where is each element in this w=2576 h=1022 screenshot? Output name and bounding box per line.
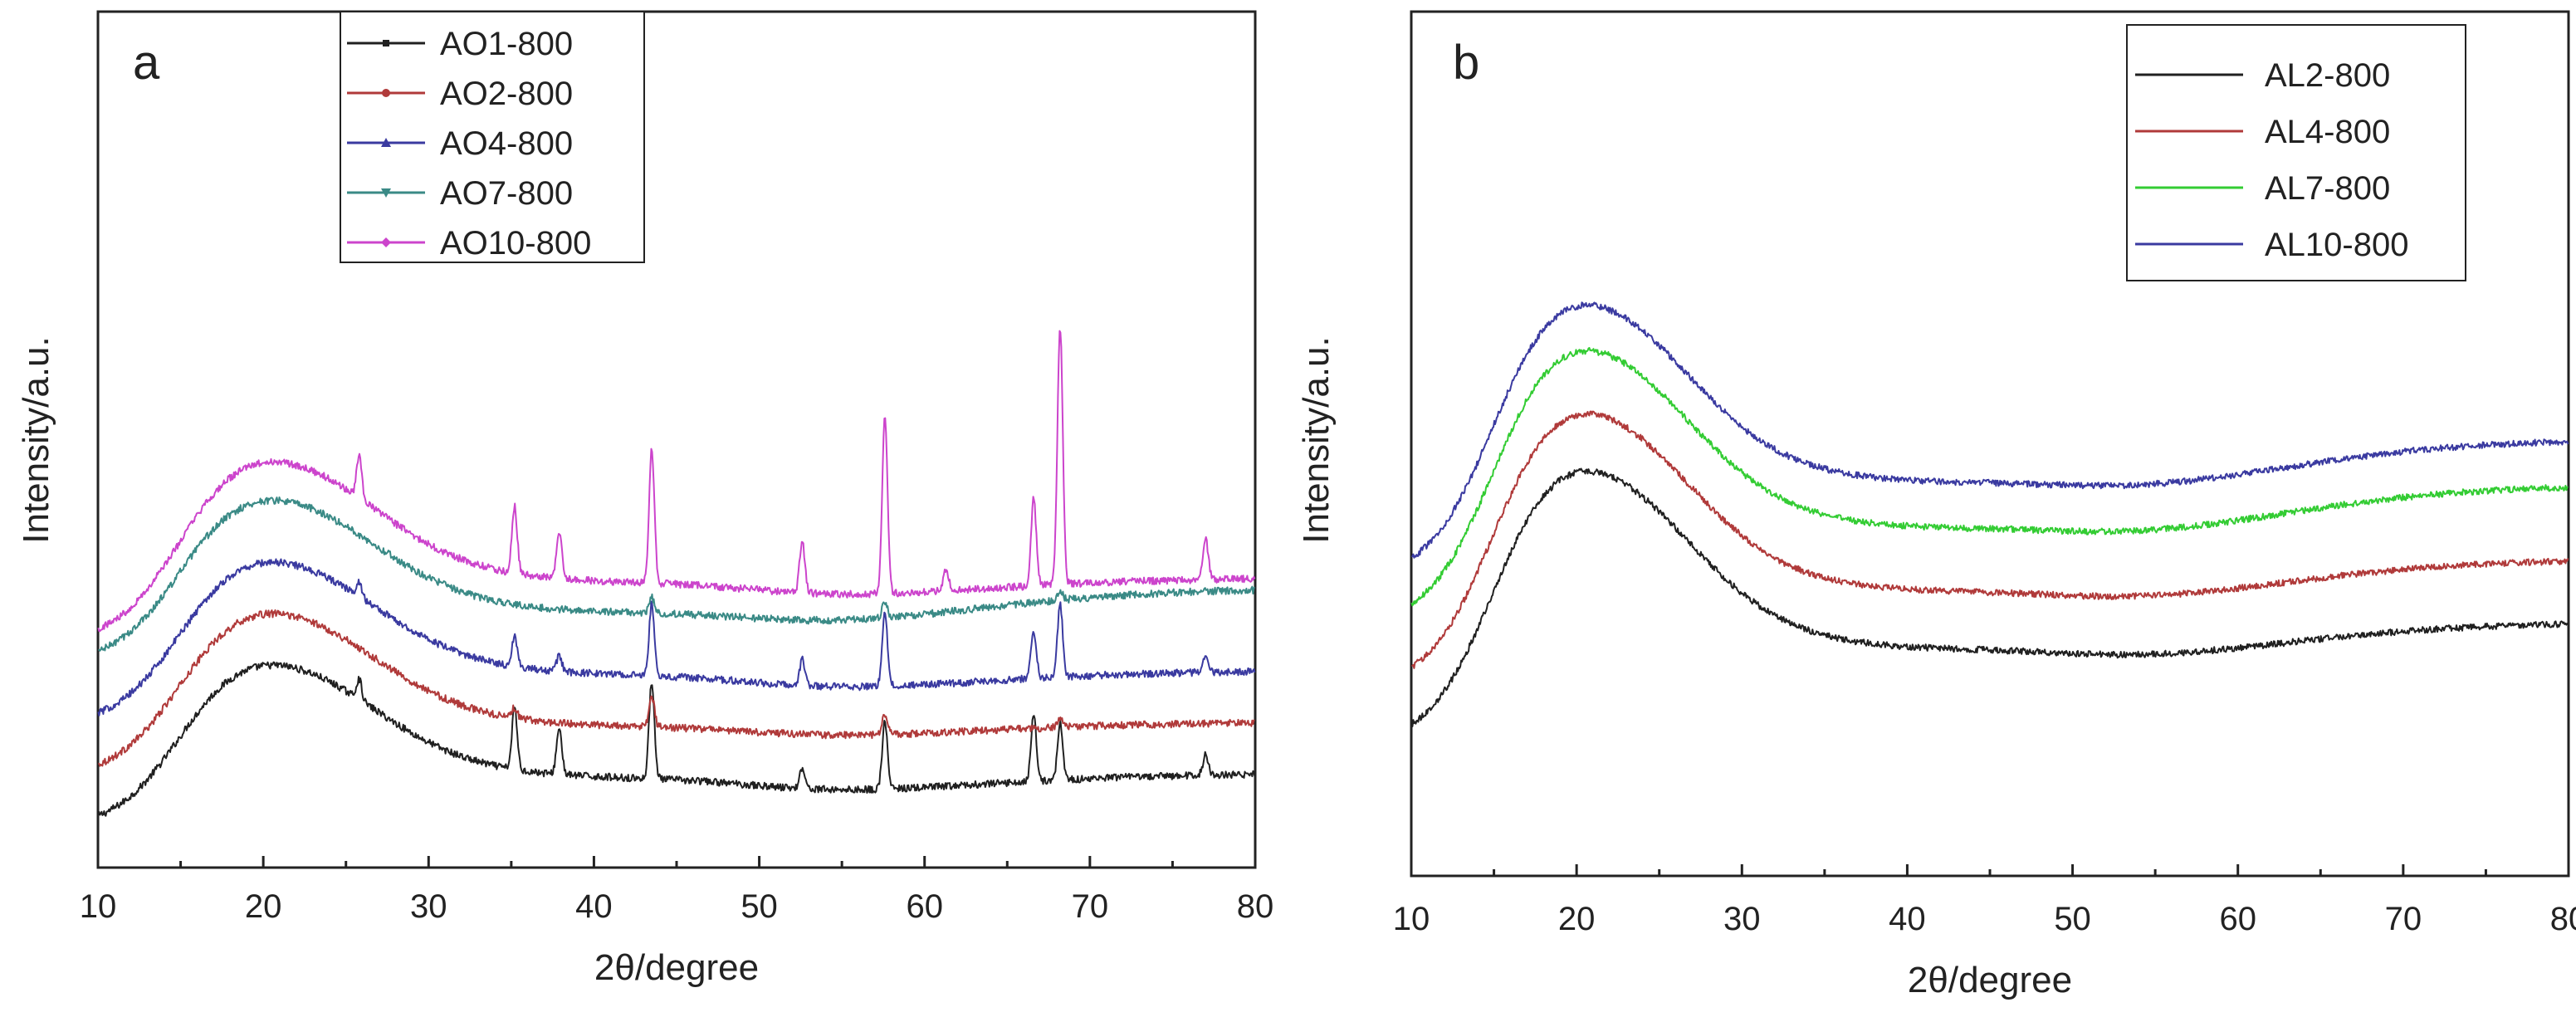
legend-marker-AO4-800: [381, 138, 391, 147]
x-tick-label-b-50: 50: [2054, 901, 2091, 937]
x-axis-ticks-a: [96, 856, 1257, 868]
series-line-AO1-800: [97, 661, 1256, 817]
series-line-AO7-800: [98, 496, 1256, 652]
x-tick-label-a-30: 30: [410, 888, 447, 925]
legend-box-a: [340, 11, 645, 263]
x-tick-label-b-10: 10: [1393, 901, 1430, 937]
x-tick-label-a-60: 60: [906, 888, 943, 925]
x-tick-label-b-30: 30: [1723, 901, 1761, 937]
legend-label-AO10-800: AO10-800: [440, 225, 591, 262]
legend-marker-AO7-800: [381, 188, 391, 198]
series-line-AL7-800: [1410, 347, 2569, 607]
legend-label-AO4-800: AO4-800: [440, 125, 573, 162]
x-axis-title-b: 2θ/degree: [1908, 960, 2072, 1000]
legend-label-AL10-800: AL10-800: [2265, 227, 2408, 263]
x-tick-label-a-40: 40: [575, 888, 613, 925]
y-axis-title-a: Intensity/a.u.: [16, 336, 56, 543]
legend-marker-AO10-800: [381, 237, 391, 247]
legend-label-AL7-800: AL7-800: [2265, 170, 2390, 207]
panel-label-a: a: [133, 36, 160, 90]
series-line-AO2-800: [97, 609, 1255, 767]
legend-marker-AO2-800: [382, 89, 390, 97]
x-tick-label-a-20: 20: [245, 888, 282, 925]
x-tick-label-b-80: 80: [2550, 901, 2576, 937]
legend-b: AL2-800 AL4-800 AL7-800 AL10-800: [2126, 24, 2466, 281]
plot-frame-a: [96, 10, 1257, 869]
series-line-AO10-800: [97, 330, 1256, 633]
series-group-a: [97, 330, 1256, 817]
legend-box-b: [2126, 24, 2466, 281]
x-tick-label-b-70: 70: [2385, 901, 2422, 937]
legend-label-AO1-800: AO1-800: [440, 26, 573, 62]
x-tick-label-b-20: 20: [1558, 901, 1596, 937]
x-tick-label-a-10: 10: [80, 888, 117, 925]
x-axis-tick-labels-a: 10 20 30 40 50 60 70 80: [80, 888, 1274, 925]
legend-label-AO7-800: AO7-800: [440, 175, 573, 212]
series-line-AL2-800: [1410, 467, 2569, 727]
x-tick-label-b-40: 40: [1889, 901, 1926, 937]
x-axis-tick-labels-b: 10 20 30 40 50 60 70 80: [1393, 901, 2576, 937]
legend-label-AO2-800: AO2-800: [440, 76, 573, 112]
panel-label-b: b: [1453, 36, 1479, 90]
x-tick-label-a-50: 50: [741, 888, 778, 925]
legend-label-AL2-800: AL2-800: [2265, 57, 2390, 94]
series-line-AL10-800: [1410, 301, 2569, 559]
y-axis-title-b: Intensity/a.u.: [1296, 336, 1337, 543]
x-axis-title-a: 2θ/degree: [594, 947, 759, 988]
x-tick-label-a-70: 70: [1072, 888, 1109, 925]
x-axis-ticks-b: [1410, 864, 2570, 876]
chart-panel-b: 10 20 30 40 50 60 70 80 b 2θ/degree Intensity/a…: [1296, 10, 2576, 1000]
legend-label-AL4-800: AL4-800: [2265, 114, 2390, 150]
x-tick-label-b-60: 60: [2219, 901, 2256, 937]
chart-panel-a: 10 20 30 40 50 60 70 80 a 2θ/degree Intensity/a…: [16, 10, 1274, 988]
legend-marker-AO1-800: [383, 40, 389, 46]
series-line-AL4-800: [1411, 410, 2569, 669]
legend-a: AO1-800 AO2-800 AO4-800 AO7-800 AO10-800: [340, 11, 645, 263]
series-group-b: [1410, 301, 2569, 727]
series-line-AO4-800: [97, 558, 1256, 716]
x-tick-label-a-80: 80: [1237, 888, 1274, 925]
